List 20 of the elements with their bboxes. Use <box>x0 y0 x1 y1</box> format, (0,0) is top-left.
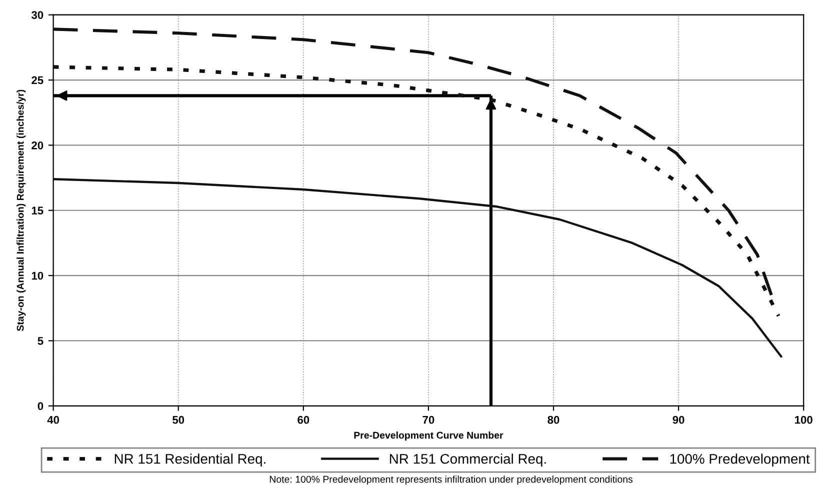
y-tick-label: 20 <box>32 141 44 150</box>
y-tick-label: 15 <box>32 206 44 215</box>
y-tick-label: 10 <box>32 272 44 280</box>
x-tick-label: 80 <box>548 416 560 424</box>
x-tick-label: 90 <box>672 416 684 424</box>
x-tick-label: 100 <box>795 416 812 424</box>
text: Note: 100% Predevelopment represents infiltration under predevelopment conditions <box>270 476 633 485</box>
x-tick-label: 60 <box>298 416 310 424</box>
legend-label: NR 151 Residential Req. <box>114 454 266 467</box>
y-tick-label: 25 <box>32 76 44 84</box>
x-tick-label: 50 <box>172 416 184 424</box>
y-tick-label: 5 <box>38 337 44 345</box>
legend-label: NR 151 Commercial Req. <box>390 454 546 467</box>
x-axis-title: Pre-Development Curve Number <box>354 432 504 441</box>
x-tick-label: 40 <box>47 416 60 424</box>
x-tick-label: 70 <box>422 416 434 424</box>
legend-label: 100% Predevelopment <box>670 454 810 467</box>
y-tick-label: 30 <box>31 11 44 19</box>
y-axis-title: Stay-on (Annual Infiltration) Requirement (inches/yr) <box>16 90 26 332</box>
y-tick-label: 0 <box>38 402 44 410</box>
